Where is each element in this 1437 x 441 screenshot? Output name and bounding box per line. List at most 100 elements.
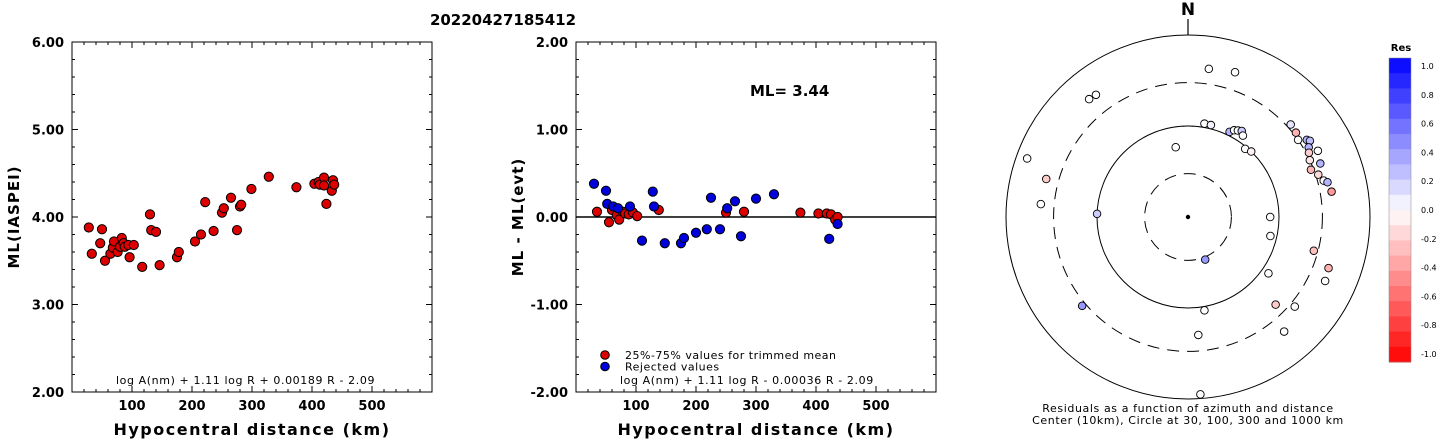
data-point — [137, 261, 148, 272]
y-tick-label: 2.00 — [32, 386, 64, 401]
colorbar-tick-label: -0.6 — [1421, 292, 1437, 301]
legend-label: Rejected values — [625, 361, 720, 374]
data-point — [95, 238, 106, 249]
station-point — [1238, 131, 1248, 140]
station-point — [1286, 120, 1295, 129]
station-point — [1266, 231, 1275, 241]
station-point — [1200, 255, 1210, 264]
station-point — [1091, 90, 1101, 100]
colorbar-title: Res — [1391, 43, 1411, 54]
station-point — [1323, 177, 1332, 187]
station-point — [1320, 276, 1330, 286]
station-point — [1196, 390, 1205, 399]
colorbar-swatch — [1389, 346, 1411, 363]
station-point — [1084, 94, 1094, 104]
station-point — [1306, 165, 1316, 175]
data-point — [612, 203, 624, 214]
data-point — [321, 198, 332, 209]
colorbar-swatch — [1389, 270, 1411, 287]
data-point — [678, 232, 690, 244]
colorbar-swatch — [1389, 103, 1411, 120]
y-tick-label: 3.00 — [32, 299, 64, 314]
data-point — [591, 206, 603, 217]
data-point — [83, 222, 94, 233]
x-tick-label: 200 — [682, 399, 709, 414]
x-tick-label: 400 — [802, 399, 829, 414]
colorbar-tick-label: 0.8 — [1421, 91, 1434, 100]
data-point — [624, 201, 636, 212]
data-point — [329, 179, 340, 190]
x-tick-label: 100 — [118, 399, 145, 414]
data-point — [722, 203, 733, 214]
colorbar-swatch — [1389, 134, 1411, 150]
station-point — [1171, 143, 1180, 152]
colorbar-tick-label: -0.8 — [1421, 321, 1437, 330]
data-point — [150, 226, 162, 237]
x-axis-label: Hypocentral distance (km) — [113, 420, 390, 439]
colorbar-swatch — [1389, 316, 1411, 333]
station-point — [1313, 146, 1323, 156]
x-tick-label: 400 — [298, 399, 325, 414]
station-point — [1305, 155, 1315, 165]
x-tick-label: 300 — [742, 399, 769, 414]
data-point — [144, 209, 156, 220]
data-point — [636, 235, 648, 246]
y-tick-label: 2.00 — [536, 36, 568, 51]
x-tick-label: 100 — [622, 399, 649, 414]
data-point — [824, 233, 835, 244]
station-point — [1246, 147, 1256, 156]
colorbar-swatch — [1389, 225, 1411, 241]
colorbar-swatch — [1389, 301, 1411, 317]
data-point — [200, 197, 211, 208]
colorbar-swatch — [1389, 255, 1411, 272]
x-tick-label: 500 — [358, 399, 385, 414]
y-axis-label: ML(IASPEI) — [5, 165, 23, 268]
station-point — [1036, 199, 1046, 209]
data-point — [99, 255, 111, 266]
station-point — [1092, 209, 1102, 219]
station-point — [1230, 68, 1240, 77]
data-point — [714, 224, 726, 235]
data-point — [218, 203, 229, 214]
colorbar-swatch — [1389, 286, 1411, 302]
x-tick-label: 300 — [238, 399, 265, 414]
data-point — [690, 227, 702, 238]
colorbar-swatch — [1389, 164, 1411, 181]
data-point — [189, 236, 201, 247]
x-tick-label: 200 — [178, 399, 205, 414]
colorbar-tick-label: 0.6 — [1421, 120, 1434, 129]
station-point — [1279, 327, 1289, 336]
station-point — [1265, 212, 1275, 222]
station-point — [1309, 246, 1319, 255]
colorbar-swatch — [1389, 210, 1411, 226]
data-point — [813, 208, 824, 219]
formula-text: log A(nm) + 1.11 log R - 0.00036 R - 2.0… — [620, 374, 874, 387]
colorbar-tick-label: -0.4 — [1421, 264, 1437, 273]
residual-colorbar: Res 1.0 0.8 0.6 0.4 0.2 0.0 -0.2 -0.4 -0.6 -0.8 -1.… — [1388, 43, 1437, 363]
data-point — [832, 218, 843, 230]
colorbar-tick-label: 0.0 — [1421, 206, 1434, 215]
colorbar-tick-label: -0.2 — [1421, 235, 1437, 244]
data-point — [729, 196, 741, 207]
y-tick-label: 0.00 — [536, 211, 568, 226]
colorbar-swatch — [1389, 179, 1411, 196]
station-point — [1041, 174, 1051, 184]
y-tick-label: 6.00 — [32, 36, 64, 51]
station-point — [1077, 301, 1087, 311]
y-tick-label: 1.00 — [536, 124, 568, 139]
data-point — [632, 211, 643, 222]
data-point — [648, 201, 660, 212]
polar-caption-line1: Residuals as a function of azimuth and d… — [1042, 402, 1333, 415]
data-point — [208, 225, 219, 237]
data-point — [231, 225, 243, 236]
colorbar-swatch — [1389, 240, 1411, 257]
data-point — [768, 189, 780, 200]
polar-caption-line2: Center (10km), Circle at 30, 100, 300 an… — [1032, 414, 1344, 427]
north-label: N — [1181, 0, 1195, 20]
station-point — [1290, 302, 1300, 311]
station-point — [1264, 269, 1273, 278]
station-point — [1304, 148, 1314, 157]
station-point — [1204, 64, 1214, 74]
data-point — [750, 193, 762, 204]
data-point — [647, 186, 658, 197]
